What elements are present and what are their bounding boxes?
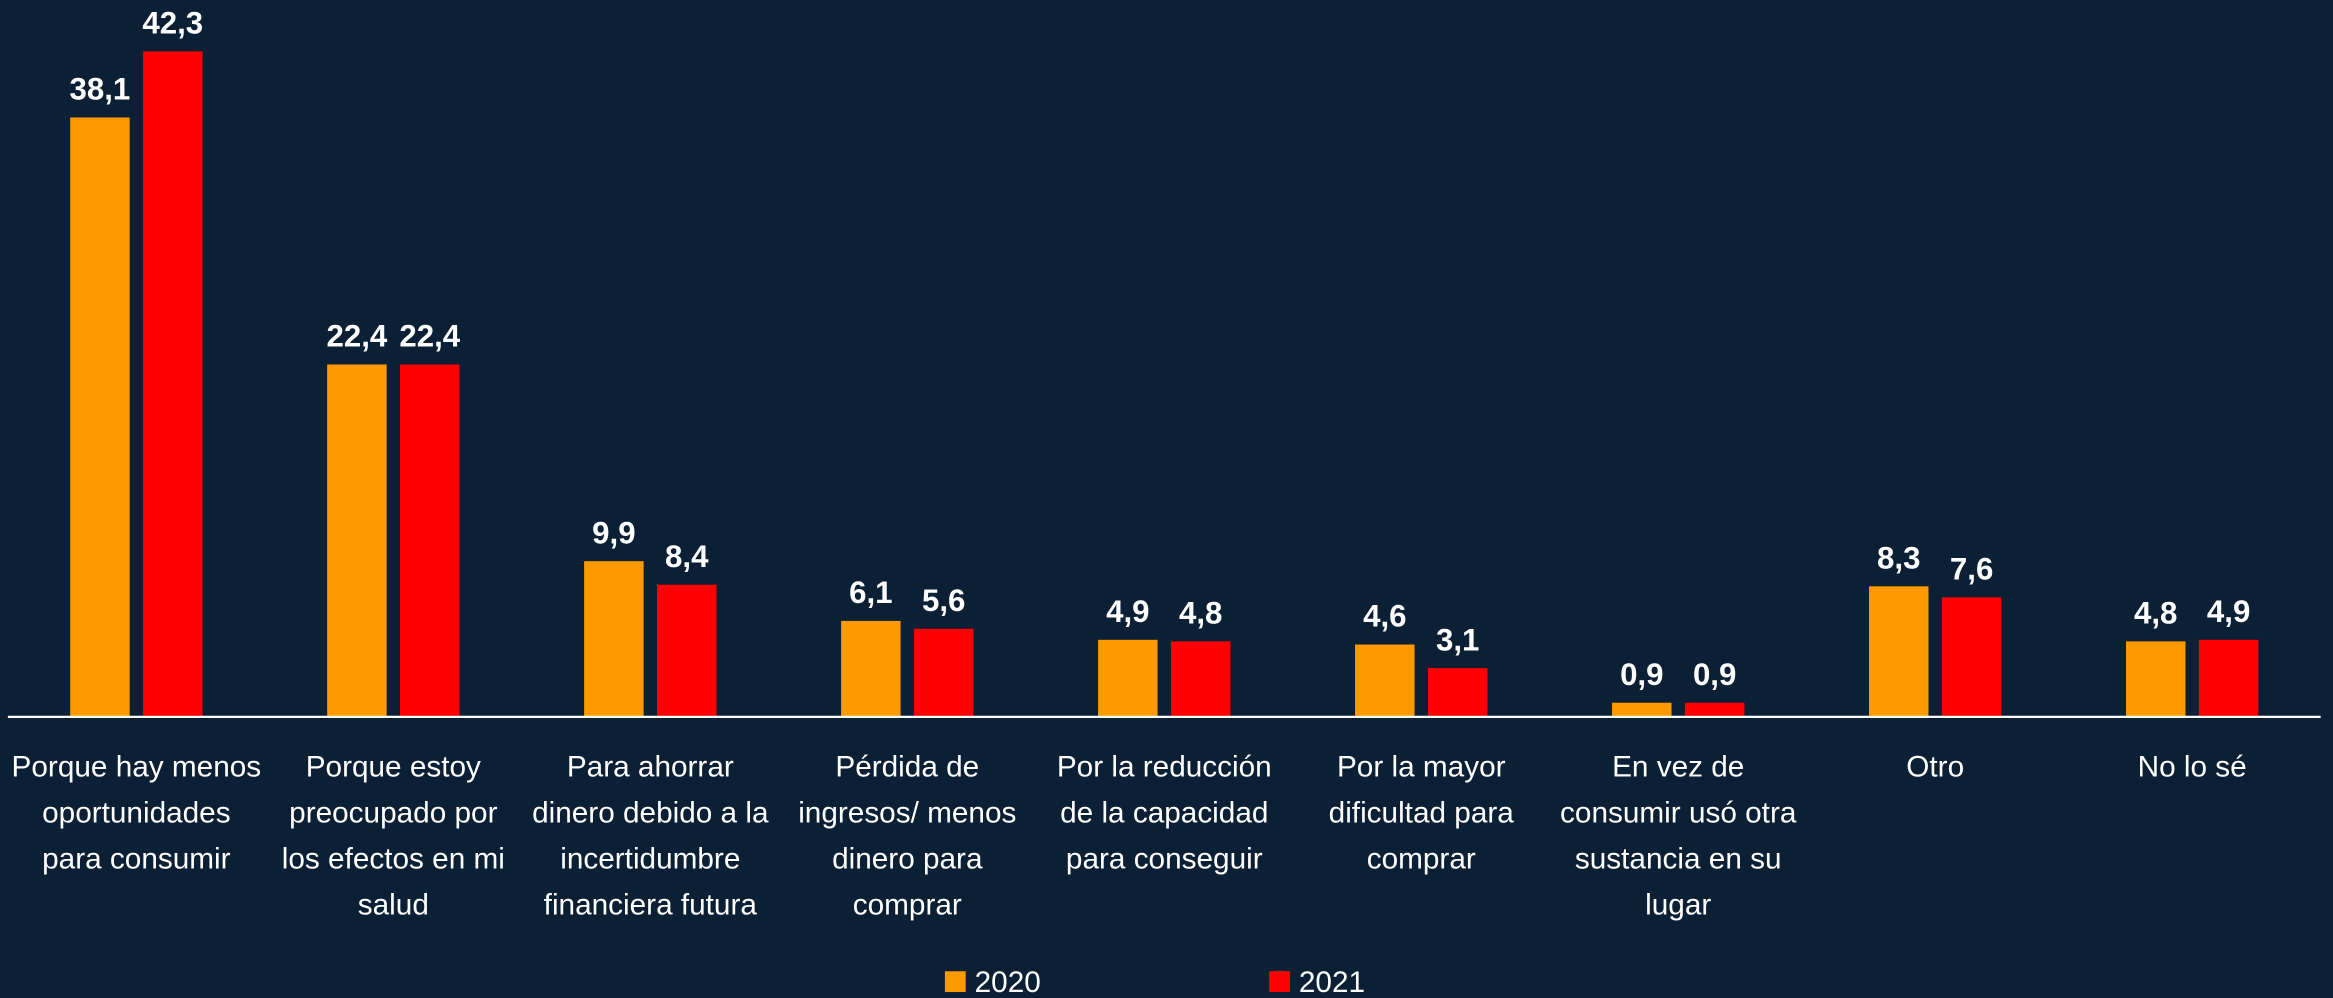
bar xyxy=(1098,639,1158,717)
data-label: 0,9 xyxy=(1620,657,1663,692)
data-label: 42,3 xyxy=(142,6,203,41)
data-label: 4,9 xyxy=(1106,594,1149,629)
bar xyxy=(1869,586,1929,717)
x-tick-label: Porque estoy preocupado por los efectos en… xyxy=(282,750,505,921)
legend-swatch xyxy=(1269,971,1290,993)
data-label: 8,3 xyxy=(1877,540,1920,575)
data-label: 4,6 xyxy=(1363,599,1406,634)
legend-label: 2021 xyxy=(1299,966,1365,998)
data-label: 6,1 xyxy=(849,575,892,610)
bar xyxy=(1355,644,1415,717)
x-tick-label: Por la mayor dificultad para comprar xyxy=(1329,750,1515,875)
data-label: 22,4 xyxy=(399,319,460,354)
bar xyxy=(327,364,387,717)
data-label: 4,8 xyxy=(1179,596,1222,631)
bar xyxy=(400,364,460,717)
data-label: 8,4 xyxy=(665,539,709,574)
x-tick-label: Porque hay menos oportunidades para consum… xyxy=(12,750,262,875)
bar xyxy=(913,628,974,717)
bar xyxy=(1427,668,1488,717)
data-label: 7,6 xyxy=(1950,551,1993,586)
data-label: 4,9 xyxy=(2207,594,2250,629)
bar xyxy=(1684,702,1745,717)
legend-swatch xyxy=(944,971,966,993)
x-tick-label: Pérdida de ingresos/ menos dinero para comp… xyxy=(798,750,1016,921)
data-label: 3,1 xyxy=(1436,622,1479,657)
bar xyxy=(1170,641,1231,717)
x-tick-label: No lo sé xyxy=(2138,750,2247,783)
data-label: 9,9 xyxy=(592,515,635,550)
bar xyxy=(70,117,130,717)
legend-label: 2020 xyxy=(975,966,1041,998)
bar xyxy=(2125,641,2186,717)
data-label: 38,1 xyxy=(70,72,131,107)
bar xyxy=(841,620,901,717)
x-tick-label: En vez de consumir usó otra sustancia en s… xyxy=(1560,750,1797,921)
data-label: 5,6 xyxy=(922,583,965,618)
bar xyxy=(584,561,644,717)
bar xyxy=(143,51,203,717)
data-label: 22,4 xyxy=(327,319,388,354)
x-tick-label: Por la reducción de la capacidad para cons… xyxy=(1057,750,1272,875)
bar xyxy=(1612,702,1672,717)
data-label: 4,8 xyxy=(2134,596,2177,631)
x-tick-label: Para ahorrar dinero debido a la incertidum… xyxy=(532,750,769,921)
bar xyxy=(1941,597,2002,717)
x-tick-label: Otro xyxy=(1906,750,1964,783)
data-label: 0,9 xyxy=(1693,657,1736,692)
bar xyxy=(657,584,717,717)
bar xyxy=(2198,639,2259,717)
